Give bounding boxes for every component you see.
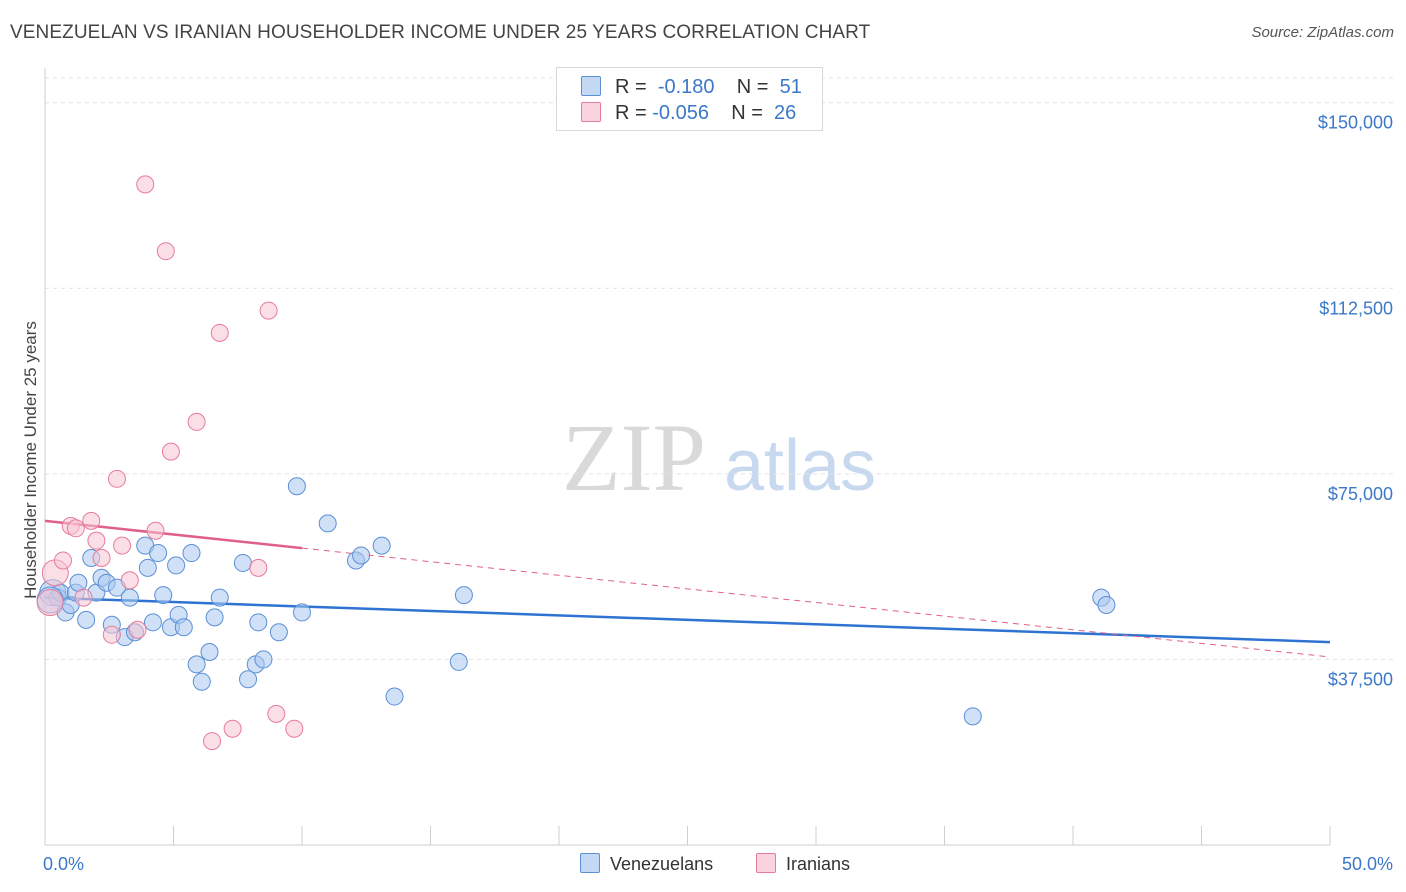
point-venezuelan (138, 558, 157, 577)
legend-r-value-venezuelans: -0.180 (657, 76, 715, 98)
legend-n-value-iranians: 26 (774, 102, 797, 124)
point-iranian (267, 704, 286, 723)
point-iranian (87, 531, 106, 550)
legend-r-label: R = (615, 76, 647, 98)
legend-n-label: N = (736, 76, 769, 98)
legend-n-label: N = (731, 102, 763, 124)
point-iranian (102, 625, 121, 644)
watermark-atlas: atlas (724, 426, 876, 506)
point-venezuelan (120, 588, 139, 607)
point-iranian (92, 548, 111, 567)
point-venezuelan (318, 514, 337, 533)
point-venezuelan (269, 623, 288, 642)
point-venezuelan (167, 556, 186, 575)
point-venezuelan (254, 650, 273, 669)
grid-lines (45, 77, 1395, 660)
point-iranian (210, 323, 229, 342)
point-iranian (156, 242, 175, 261)
point-iranian (249, 558, 268, 577)
point-iranian (203, 732, 222, 751)
point-venezuelan (149, 544, 168, 563)
point-venezuelan (210, 588, 229, 607)
chart-source: Source: ZipAtlas.com (1251, 24, 1394, 41)
point-venezuelan (454, 586, 473, 605)
axis-labels: $37,500 $75,000 $112,500 $150,000 0.0% 50.0% H… (21, 113, 1393, 874)
point-iranian (223, 719, 242, 738)
point-venezuelan (174, 618, 193, 637)
point-venezuelan (385, 687, 404, 706)
legend-row-venezuelans: R = -0.180 N = 51 (581, 76, 802, 100)
point-venezuelan (77, 610, 96, 629)
bottom-legend-label-iranians: Iranians (786, 854, 851, 874)
x-tick-label-start: 0.0% (43, 854, 84, 874)
point-venezuelan (182, 544, 201, 563)
trend-line-venezuelans (44, 596, 1331, 644)
point-venezuelan (205, 608, 224, 627)
y-axis-title: Householder Income Under 25 years (21, 321, 40, 599)
point-venezuelan (293, 603, 311, 622)
point-venezuelan (143, 613, 162, 632)
x-tick-label-end: 50.0% (1342, 854, 1393, 874)
legend-row-iranians: R = -0.056 N = 26 (581, 102, 796, 126)
point-venezuelan (372, 536, 391, 555)
trend-lines (44, 519, 1331, 658)
correlation-legend: R = -0.180 N = 51 R = -0.056 N = 26 (556, 67, 823, 131)
point-venezuelan (352, 546, 371, 565)
point-iranian (74, 588, 93, 607)
bottom-legend-swatch-iranians (756, 853, 776, 873)
y-tick-label: $150,000 (1318, 113, 1393, 133)
point-venezuelan (449, 652, 468, 671)
point-iranian (259, 301, 278, 320)
point-iranian (161, 442, 180, 461)
point-iranian (120, 571, 139, 590)
point-iranian (36, 589, 64, 617)
axes (44, 68, 1331, 846)
point-iranian (113, 536, 132, 555)
point-iranian (66, 519, 85, 538)
bottom-legend-swatch-venezuelans (580, 853, 600, 873)
point-iranian (136, 175, 155, 194)
point-venezuelan (154, 586, 173, 605)
point-venezuelan (187, 655, 206, 674)
trend-line-iranians-extension (301, 547, 1331, 658)
bottom-legend-label-venezuelans: Venezuelans (610, 854, 714, 874)
point-venezuelan (192, 672, 211, 691)
y-tick-label: $112,500 (1319, 298, 1393, 318)
point-venezuelan (1097, 596, 1116, 615)
legend-swatch-venezuelans (581, 76, 601, 96)
point-venezuelan (200, 643, 219, 662)
chart-title: VENEZUELAN VS IRANIAN HOUSEHOLDER INCOME… (10, 22, 871, 43)
bottom-legend-venezuelans: Venezuelans (580, 853, 713, 875)
legend-r-label: R = (615, 102, 647, 124)
bottom-legend-iranians: Iranians (756, 853, 850, 875)
legend-r-value-iranians: -0.056 (652, 102, 709, 124)
point-iranian (187, 412, 206, 431)
y-tick-label: $75,000 (1328, 484, 1393, 504)
point-iranian (285, 719, 304, 738)
legend-n-value-venezuelans: 51 (779, 76, 802, 98)
data-points (36, 175, 1116, 751)
point-venezuelan (287, 477, 306, 496)
point-iranian (82, 511, 101, 530)
point-iranian (107, 469, 126, 488)
legend-swatch-iranians (581, 102, 601, 122)
point-venezuelan (233, 553, 252, 572)
watermark: ZIP atlas (562, 404, 876, 511)
watermark-zip: ZIP (562, 404, 706, 511)
point-venezuelan (249, 613, 268, 632)
point-venezuelan (963, 707, 982, 726)
point-iranian (53, 551, 72, 570)
point-iranian (146, 521, 165, 540)
point-iranian (128, 620, 147, 639)
point-venezuelan (239, 670, 258, 689)
y-tick-label: $37,500 (1328, 669, 1393, 689)
